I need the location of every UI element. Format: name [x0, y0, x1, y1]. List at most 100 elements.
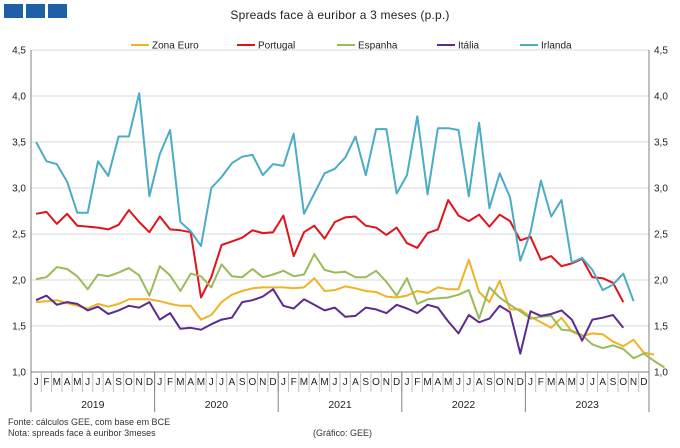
- y-tick-label-left: 1,5: [12, 322, 26, 333]
- x-tick-label: M: [176, 377, 184, 388]
- x-tick-label: J: [456, 377, 461, 388]
- x-tick-label: J: [34, 377, 39, 388]
- x-tick-label: M: [423, 377, 431, 388]
- chart-title: Spreads face à euribor a 3 meses (p.p.): [230, 8, 450, 22]
- x-tick-label: M: [300, 377, 308, 388]
- x-tick-label: A: [599, 377, 606, 388]
- logo-block: [48, 4, 67, 18]
- legend-label: Irlanda: [541, 41, 572, 52]
- x-tick-label: S: [115, 377, 122, 388]
- y-tick-label-left: 4,5: [12, 46, 26, 57]
- x-tick-label: F: [167, 377, 173, 388]
- series-line: [35, 92, 635, 302]
- y-tick-label-right: 1,0: [654, 368, 668, 379]
- legend-label: Espanha: [358, 41, 398, 52]
- x-tick-label: M: [73, 377, 81, 388]
- x-tick-label: N: [136, 377, 143, 388]
- x-tick-label: S: [486, 377, 493, 388]
- x-tick-label: O: [496, 377, 504, 388]
- x-tick-label: J: [332, 377, 337, 388]
- x-tick-label: J: [95, 377, 100, 388]
- x-tick-label: D: [640, 377, 647, 388]
- x-tick-label: J: [466, 377, 471, 388]
- x-tick-label: A: [352, 377, 359, 388]
- x-tick-label: J: [209, 377, 214, 388]
- series-line: [35, 253, 666, 369]
- x-tick-label: S: [610, 377, 617, 388]
- y-tick-label-left: 3,0: [12, 184, 26, 195]
- x-tick-label: N: [383, 377, 390, 388]
- x-tick-label: D: [146, 377, 153, 388]
- x-tick-label: D: [517, 377, 524, 388]
- x-tick-label: N: [506, 377, 513, 388]
- x-tick-label: S: [239, 377, 246, 388]
- y-tick-label-left: 4,0: [12, 92, 26, 103]
- x-tick-label: J: [404, 377, 409, 388]
- x-tick-label: A: [105, 377, 112, 388]
- x-tick-label: D: [393, 377, 400, 388]
- footnote-source: Fonte: cálculos GEE, com base em BCE: [8, 417, 171, 427]
- x-tick-label: J: [580, 377, 585, 388]
- x-tick-label: M: [53, 377, 61, 388]
- x-tick-label: J: [528, 377, 533, 388]
- year-label: 2020: [205, 399, 229, 411]
- year-label: 2019: [81, 399, 105, 411]
- x-tick-label: J: [85, 377, 90, 388]
- x-tick-label: M: [568, 377, 576, 388]
- y-tick-label-left: 2,0: [12, 276, 26, 287]
- year-label: 2023: [576, 399, 600, 411]
- x-tick-label: O: [372, 377, 380, 388]
- y-tick-label-right: 4,5: [654, 46, 668, 57]
- y-tick-label-right: 1,5: [654, 322, 668, 333]
- year-label: 2021: [328, 399, 352, 411]
- series-line: [35, 199, 625, 303]
- x-tick-label: N: [630, 377, 637, 388]
- x-tick-label: O: [249, 377, 257, 388]
- legend-label: Portugal: [258, 41, 295, 52]
- x-tick-label: F: [414, 377, 420, 388]
- x-tick-label: A: [311, 377, 318, 388]
- footnote-note: Nota: spreads face à euribor 3meses: [8, 428, 156, 438]
- legend-label: Itália: [458, 41, 480, 52]
- year-label: 2022: [452, 399, 476, 411]
- publisher-logo: [4, 4, 67, 18]
- y-tick-label-right: 4,0: [654, 92, 668, 103]
- x-tick-label: J: [281, 377, 286, 388]
- logo-block: [4, 4, 23, 18]
- x-tick-label: M: [320, 377, 328, 388]
- x-tick-label: M: [197, 377, 205, 388]
- x-tick-label: A: [476, 377, 483, 388]
- x-tick-label: F: [43, 377, 49, 388]
- x-tick-label: S: [362, 377, 369, 388]
- x-tick-label: J: [590, 377, 595, 388]
- x-tick-label: M: [444, 377, 452, 388]
- x-tick-label: F: [538, 377, 544, 388]
- x-tick-label: F: [291, 377, 297, 388]
- x-tick-label: J: [157, 377, 162, 388]
- x-tick-label: A: [64, 377, 71, 388]
- y-tick-label-right: 3,5: [654, 138, 668, 149]
- x-tick-label: J: [219, 377, 224, 388]
- x-tick-label: N: [259, 377, 266, 388]
- series-line: [36, 258, 655, 356]
- y-tick-label-left: 3,5: [12, 138, 26, 149]
- x-tick-label: O: [125, 377, 133, 388]
- x-tick-label: O: [619, 377, 627, 388]
- y-tick-label-right: 3,0: [654, 184, 668, 195]
- series-line: [35, 288, 625, 355]
- y-tick-label-right: 2,5: [654, 230, 668, 241]
- x-tick-label: A: [558, 377, 565, 388]
- chart-credit: (Gráfico: GEE): [313, 428, 373, 438]
- logo-block: [26, 4, 45, 18]
- legend-label: Zona Euro: [152, 41, 199, 52]
- x-tick-label: A: [187, 377, 194, 388]
- x-tick-label: M: [547, 377, 555, 388]
- x-tick-label: A: [229, 377, 236, 388]
- y-tick-label-right: 2,0: [654, 276, 668, 287]
- x-tick-label: J: [343, 377, 348, 388]
- y-tick-label-left: 1,0: [12, 368, 26, 379]
- x-tick-label: A: [435, 377, 442, 388]
- y-tick-label-left: 2,5: [12, 230, 26, 241]
- x-tick-label: D: [269, 377, 276, 388]
